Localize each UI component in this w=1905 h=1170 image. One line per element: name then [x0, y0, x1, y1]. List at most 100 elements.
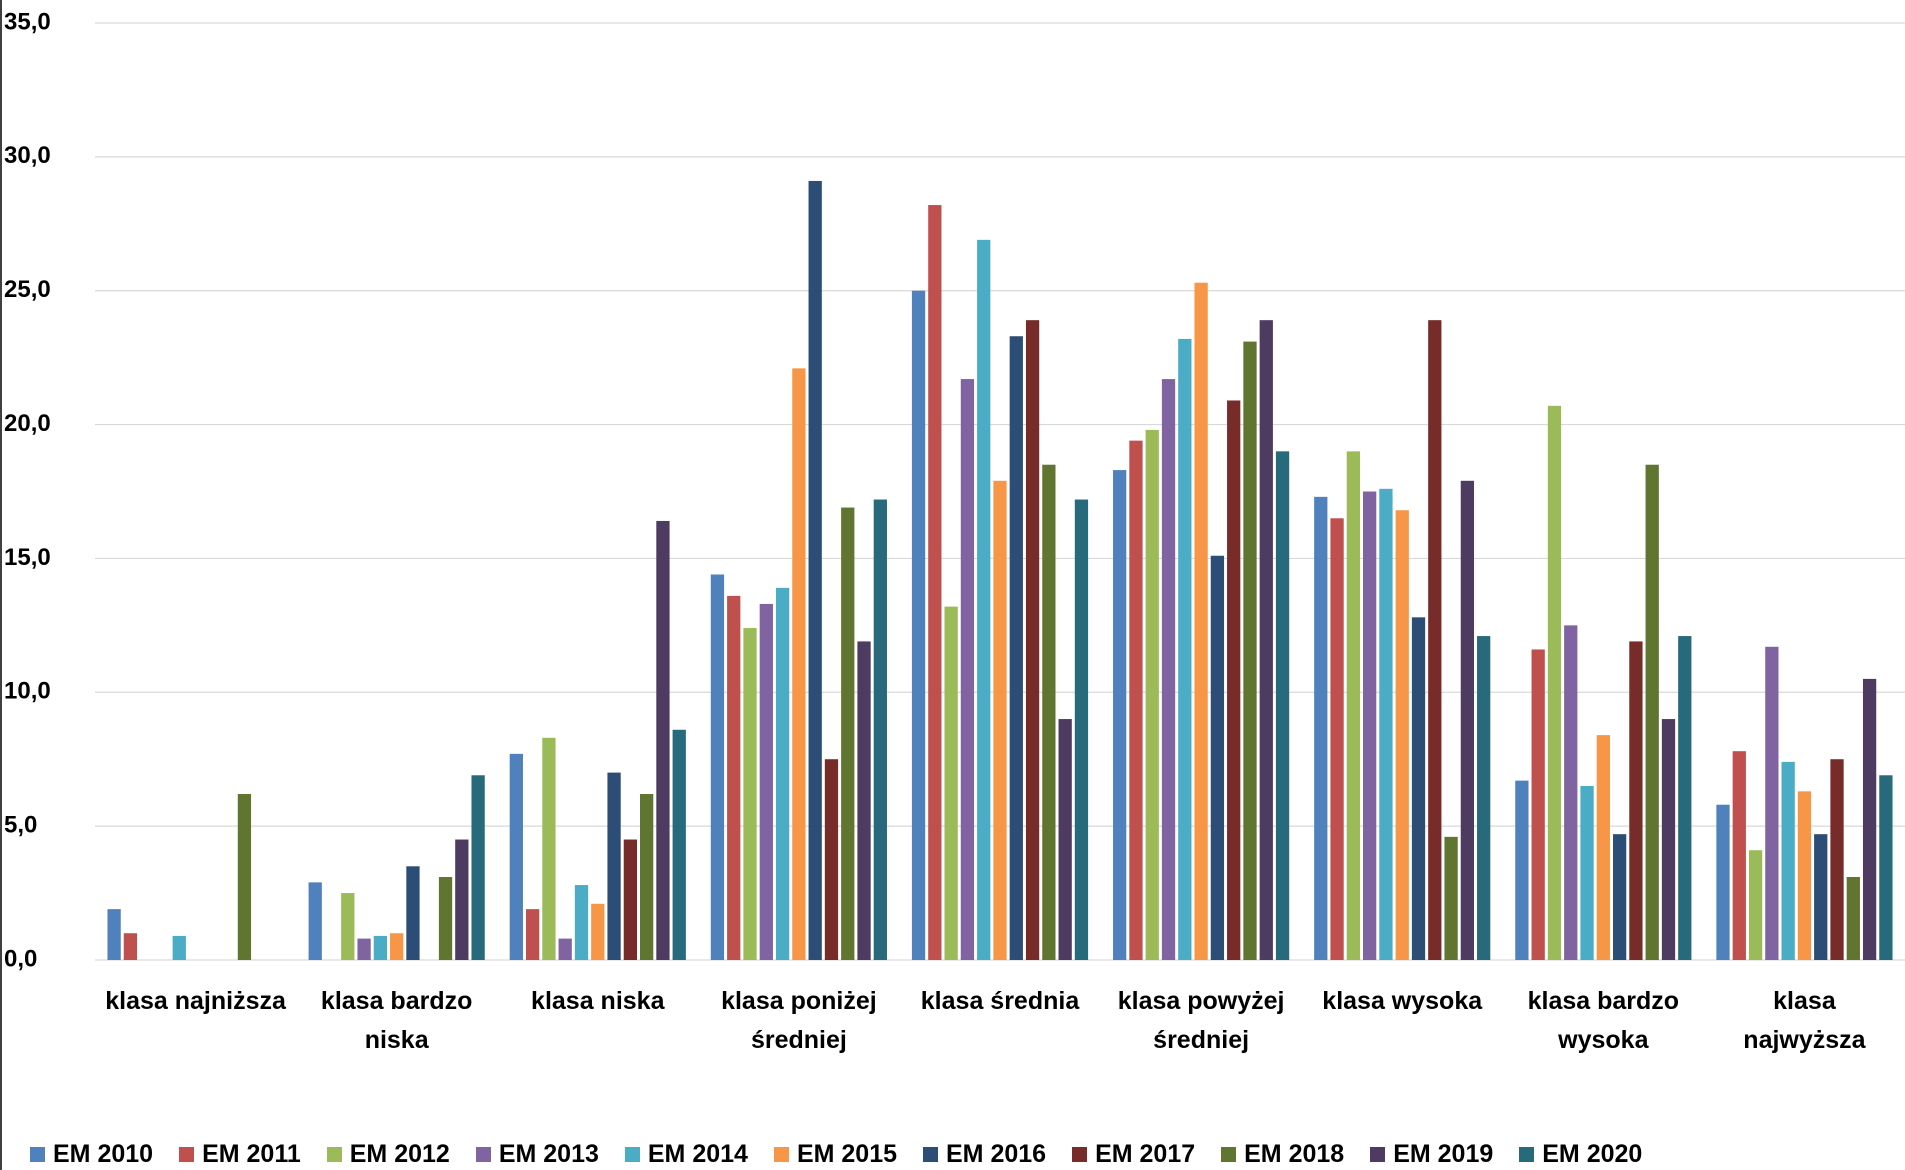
- bar: [1629, 641, 1642, 960]
- bar: [1042, 465, 1055, 960]
- bar: [944, 607, 957, 960]
- bar: [1146, 430, 1159, 960]
- legend-item: EM 2012: [327, 1140, 450, 1169]
- x-tick-label: klasa najniższa: [96, 982, 296, 1021]
- legend-label: EM 2017: [1095, 1140, 1195, 1169]
- legend-label: EM 2019: [1393, 1140, 1493, 1169]
- bar: [1428, 320, 1441, 960]
- bar: [809, 181, 822, 960]
- bar: [640, 794, 653, 960]
- bar: [792, 368, 805, 960]
- legend-item: EM 2020: [1519, 1140, 1642, 1169]
- y-tick-label: 35,0: [4, 8, 51, 35]
- legend-label: EM 2012: [350, 1140, 450, 1169]
- bar: [575, 885, 588, 960]
- bar: [1330, 518, 1343, 960]
- legend-label: EM 2014: [648, 1140, 748, 1169]
- bar: [1396, 510, 1409, 960]
- bar: [1678, 636, 1691, 960]
- bar: [1532, 649, 1545, 960]
- bar: [1227, 400, 1240, 960]
- bar: [439, 877, 452, 960]
- legend-label: EM 2010: [53, 1140, 153, 1169]
- bar: [776, 588, 789, 960]
- bar: [1461, 481, 1474, 960]
- bar: [455, 840, 468, 960]
- x-tick-label: klasa powyżej średniej: [1101, 982, 1301, 1060]
- bar: [1059, 719, 1072, 960]
- bar: [1580, 786, 1593, 960]
- bar: [1412, 617, 1425, 960]
- bar: [1782, 762, 1795, 960]
- bar: [1613, 834, 1626, 960]
- bar: [1564, 625, 1577, 960]
- bar: [1830, 759, 1843, 960]
- legend-item: EM 2016: [923, 1140, 1046, 1169]
- bar: [1379, 489, 1392, 960]
- bar: [238, 794, 251, 960]
- bar: [542, 738, 555, 960]
- bar: [1662, 719, 1675, 960]
- legend-swatch: [1370, 1147, 1385, 1162]
- legend-label: EM 2018: [1244, 1140, 1344, 1169]
- bar: [1194, 283, 1207, 960]
- bar: [1113, 470, 1126, 960]
- bar: [825, 759, 838, 960]
- bar: [1749, 850, 1762, 960]
- legend-item: EM 2010: [30, 1140, 153, 1169]
- bar: [1026, 320, 1039, 960]
- bar: [711, 574, 724, 960]
- bar: [591, 904, 604, 960]
- legend: EM 2010 EM 2011 EM 2012 EM 2013 EM 2014 EM 20…: [30, 1140, 1905, 1169]
- legend-item: EM 2015: [774, 1140, 897, 1169]
- legend-swatch: [1072, 1147, 1087, 1162]
- bar: [727, 596, 740, 960]
- bar: [1814, 834, 1827, 960]
- bar: [1716, 805, 1729, 960]
- bar: [857, 641, 870, 960]
- legend-label: EM 2015: [797, 1140, 897, 1169]
- x-tick-label: klasa bardzo niska: [297, 982, 497, 1060]
- bar: [607, 773, 620, 960]
- bar: [1260, 320, 1273, 960]
- legend-swatch: [30, 1147, 45, 1162]
- legend-label: EM 2011: [202, 1140, 301, 1169]
- legend-swatch: [179, 1147, 194, 1162]
- x-tick-label: klasa średnia: [900, 982, 1100, 1021]
- bar: [1162, 379, 1175, 960]
- bar: [1178, 339, 1191, 960]
- x-tick-label: klasa wysoka: [1302, 982, 1502, 1021]
- bar: [526, 909, 539, 960]
- bar: [124, 933, 137, 960]
- bar: [1646, 465, 1659, 960]
- bar: [1243, 342, 1256, 960]
- bar: [1863, 679, 1876, 960]
- y-tick-label: 5,0: [4, 811, 37, 838]
- page: {"chart_data": {"type": "bar", "categori…: [0, 0, 1905, 1170]
- bar: [961, 379, 974, 960]
- bar: [673, 730, 686, 960]
- y-tick-label: 0,0: [4, 945, 37, 972]
- bar: [1515, 781, 1528, 960]
- bar: [173, 936, 186, 960]
- bar: [1347, 451, 1360, 960]
- bar: [374, 936, 387, 960]
- bar: [1075, 500, 1088, 960]
- bar: [1314, 497, 1327, 960]
- bar: [656, 521, 669, 960]
- legend-label: EM 2016: [946, 1140, 1046, 1169]
- bar: [993, 481, 1006, 960]
- y-tick-label: 15,0: [4, 544, 51, 571]
- bar: [357, 939, 370, 960]
- bar: [912, 291, 925, 960]
- bar: [1879, 775, 1892, 960]
- bar: [406, 866, 419, 960]
- legend-swatch: [774, 1147, 789, 1162]
- bar: [1211, 556, 1224, 960]
- bar: [309, 882, 322, 960]
- legend-item: EM 2013: [476, 1140, 599, 1169]
- bar: [390, 933, 403, 960]
- bar: [1597, 735, 1610, 960]
- bar: [1129, 441, 1142, 960]
- legend-item: EM 2018: [1221, 1140, 1344, 1169]
